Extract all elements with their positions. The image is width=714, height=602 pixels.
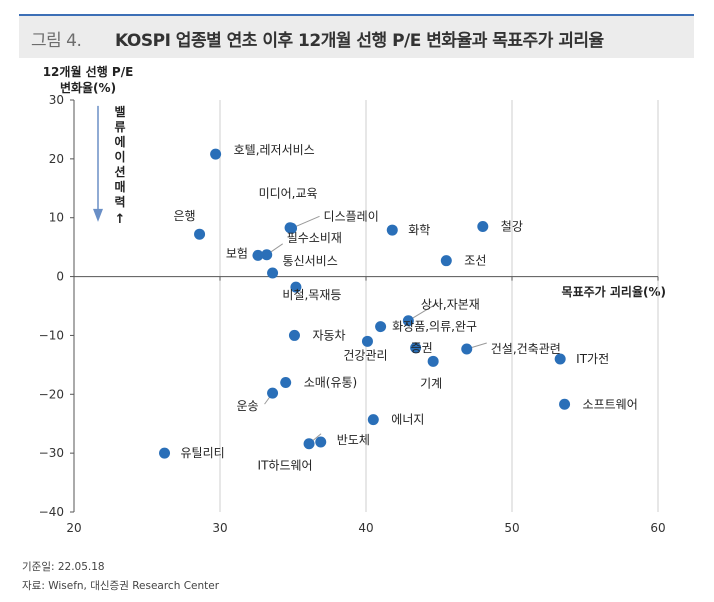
point-label: 통신서비스	[283, 254, 338, 268]
data-point	[427, 355, 439, 367]
data-point	[559, 398, 571, 410]
point-label: 기계	[420, 376, 442, 390]
title-bar: 그림 4. KOSPI 업종별 연초 이후 12개월 선행 P/E 변화율과 목…	[19, 14, 694, 58]
point-label: 유틸리티	[181, 446, 225, 460]
arrow-head	[93, 208, 103, 222]
data-point	[261, 249, 273, 261]
data-point	[288, 329, 300, 341]
point-label: 에너지	[391, 413, 424, 427]
figure-title: KOSPI 업종별 연초 이후 12개월 선행 P/E 변화율과 목표주가 괴리…	[115, 31, 604, 51]
x-tick-label: 60	[650, 521, 665, 535]
data-point	[386, 224, 398, 236]
y-tick-label: 0	[56, 270, 64, 284]
point-label: 디스플레이	[324, 209, 379, 223]
point-label: 자동차	[312, 328, 345, 342]
data-point	[361, 335, 373, 347]
data-point	[477, 221, 489, 233]
data-point	[410, 342, 422, 354]
data-point	[280, 377, 292, 389]
data-point	[267, 267, 279, 279]
data-point	[375, 321, 387, 333]
point-label: 화학	[408, 223, 430, 237]
data-point	[159, 447, 171, 459]
data-point	[210, 148, 222, 160]
point-label: 보험	[226, 246, 248, 260]
data-point	[402, 315, 414, 327]
data-point	[252, 249, 264, 261]
point-label: 운송	[236, 399, 258, 413]
x-tick-label: 50	[504, 521, 519, 535]
data-point	[315, 436, 327, 448]
footer-source: 자료: Wisefn, 대신증권 Research Center	[22, 580, 220, 592]
leader-line	[408, 302, 439, 322]
y-tick-label: −40	[39, 505, 64, 519]
point-label: 화장품,의류,완구	[392, 320, 477, 334]
point-label: 은행	[173, 208, 195, 223]
point-label: IT하드웨어	[258, 459, 313, 473]
x-tick-label: 40	[358, 521, 373, 535]
data-point	[290, 281, 302, 293]
y-tick-label: 20	[49, 152, 64, 166]
point-label: 필수소비재	[287, 231, 342, 245]
point-label: 소매(유통)	[304, 376, 358, 390]
footer-date: 기준일: 22.05.18	[22, 561, 105, 573]
point-label: 조선	[464, 254, 486, 268]
point-label: 건설,건축관련	[491, 342, 561, 356]
y-tick-label: 10	[49, 211, 64, 225]
point-label: 미디어,교육	[259, 187, 318, 201]
y-tick-label: −30	[39, 446, 64, 460]
figure-number: 그림 4.	[31, 31, 82, 51]
y-tick-label: −10	[39, 328, 64, 342]
data-point	[461, 343, 473, 355]
point-label: IT가전	[576, 352, 609, 366]
point-label: 반도체	[337, 433, 370, 447]
data-point	[367, 414, 379, 426]
x-tick-label: 30	[212, 521, 227, 535]
data-point	[286, 222, 298, 234]
data-point	[267, 387, 279, 399]
point-label: 증권	[411, 341, 433, 355]
point-label: 호텔,레저서비스	[234, 143, 315, 157]
point-label: 철강	[501, 220, 523, 234]
scatter-chart: 12개월 선행 P/E 변화율(%) 목표주가 괴리율(%) 30 20 10 0 −1…	[39, 64, 666, 535]
annotation-up-arrow: ↑	[115, 212, 126, 227]
y-tick-label: −20	[39, 387, 64, 401]
y-axis-label-line1: 12개월 선행 P/E	[43, 64, 134, 79]
data-point	[303, 438, 315, 450]
x-axis-label: 목표주가 괴리율(%)	[562, 284, 666, 299]
point-label: 건강관리	[343, 348, 387, 362]
point-label: 상사,자본재	[421, 298, 480, 312]
data-point	[554, 353, 566, 365]
x-tick-label: 20	[66, 521, 81, 535]
point-label: 비철,목재등	[282, 288, 341, 302]
data-point	[194, 228, 206, 240]
y-tick-label: 30	[49, 93, 64, 107]
point-label: 소프트웨어	[583, 397, 638, 411]
data-point	[440, 255, 452, 267]
y-axis-label-line2: 변화율(%)	[60, 80, 116, 95]
